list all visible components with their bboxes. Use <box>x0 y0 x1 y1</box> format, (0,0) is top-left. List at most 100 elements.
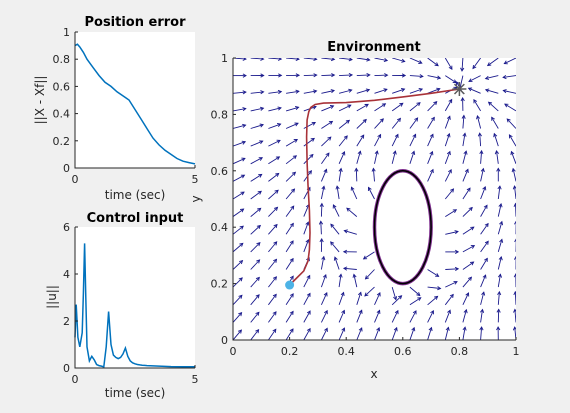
vector-arrow <box>268 294 277 306</box>
vector-arrow <box>444 116 451 129</box>
vector-arrow <box>286 90 299 94</box>
vector-arrow <box>321 74 335 77</box>
vector-arrow-head <box>358 327 363 332</box>
vector-arrow <box>320 310 328 323</box>
vector-arrow-head <box>496 326 501 331</box>
vector-arrow-head <box>477 132 482 137</box>
vector-arrow <box>514 186 516 200</box>
vector-arrow <box>409 327 415 340</box>
trajectory-line <box>289 88 460 286</box>
vector-arrow <box>303 154 314 165</box>
vector-arrow <box>514 309 516 323</box>
vector-arrow <box>250 225 261 235</box>
vector-arrow-head <box>360 134 365 139</box>
vector-arrow <box>409 102 421 112</box>
vector-arrow-head <box>364 103 369 108</box>
vector-arrow <box>338 104 351 112</box>
vector-arrow <box>391 286 397 300</box>
vector-arrow <box>336 186 340 200</box>
vector-arrow-head <box>238 277 243 282</box>
vector-arrow-head <box>354 167 359 172</box>
vector-arrow-head <box>276 139 281 144</box>
vector-arrow-head <box>239 242 244 247</box>
vector-arrow <box>445 231 459 235</box>
control-input-ytick-label: 6 <box>63 221 70 234</box>
vector-arrow <box>444 169 452 182</box>
vector-arrow <box>462 133 466 147</box>
vector-arrow-head <box>502 89 507 94</box>
vector-arrow-head <box>487 101 493 106</box>
vector-arrow-head <box>272 293 277 298</box>
vector-arrow <box>250 294 260 306</box>
vector-arrow <box>250 207 261 217</box>
vector-arrow-head <box>318 220 324 225</box>
vector-arrow <box>374 292 381 305</box>
vector-arrow-head <box>448 65 453 71</box>
vector-arrow-head <box>464 168 469 173</box>
vector-arrow-head <box>508 134 513 139</box>
position-error-ytick-label: 0.8 <box>53 53 71 66</box>
environment-axes: 0 0.2 0.4 0.6 0.8 1 0 0.2 0.4 0.6 0.8 1 Environment… <box>189 40 520 381</box>
start-point-marker <box>285 280 295 290</box>
environment-ylabel: y <box>189 195 203 202</box>
vector-arrow-head <box>366 58 371 62</box>
vector-arrow-head <box>436 87 441 92</box>
vector-arrow-head <box>289 257 294 263</box>
vector-arrow <box>445 75 457 84</box>
vector-arrow-head <box>342 266 348 271</box>
vector-arrow <box>356 134 365 147</box>
vector-arrow-head <box>480 308 485 313</box>
vector-arrow <box>444 99 453 112</box>
environment-xtick-label: 0.8 <box>451 345 469 358</box>
vector-arrow-head <box>258 173 263 178</box>
vector-arrow <box>444 294 454 306</box>
vector-arrow-head <box>291 188 296 193</box>
vector-arrow-head <box>257 207 262 212</box>
vector-arrow-head <box>242 107 247 112</box>
vector-arrow-head <box>357 291 362 296</box>
vector-arrow <box>462 226 475 235</box>
vector-arrow-head <box>273 223 278 229</box>
vector-arrow <box>285 188 295 200</box>
vector-arrow <box>233 243 244 253</box>
vector-arrow-head <box>401 88 406 93</box>
vector-arrow-head <box>397 117 401 122</box>
vector-arrow-head <box>398 295 403 300</box>
vector-arrow <box>351 187 358 200</box>
vector-arrow-head <box>468 78 473 83</box>
environment-xtick-label: 1 <box>513 345 520 358</box>
vector-arrow <box>497 186 501 200</box>
vector-arrow-head <box>290 205 295 210</box>
vector-arrow <box>497 274 501 288</box>
vector-arrow <box>365 269 375 280</box>
vector-arrow <box>514 291 516 305</box>
vector-arrow-head <box>383 88 388 93</box>
environment-ytick-label: 0.2 <box>211 278 229 291</box>
vector-arrow-head <box>476 114 481 120</box>
vector-arrow-head <box>323 168 328 173</box>
vector-arrow <box>321 58 335 60</box>
vector-arrow <box>339 58 353 61</box>
environment-ytick-label: 0.6 <box>211 165 229 178</box>
vector-arrow <box>462 261 474 270</box>
vector-arrow-head <box>306 327 311 333</box>
vector-arrow-head <box>446 132 451 138</box>
vector-arrow <box>320 256 325 270</box>
vector-arrow <box>285 106 299 112</box>
vector-arrow-head <box>449 293 454 298</box>
position-error-ytick-label: 0 <box>63 162 70 175</box>
vector-arrow <box>268 139 281 147</box>
vector-arrow <box>320 221 322 235</box>
vector-arrow-head <box>484 75 490 80</box>
vector-arrow-head <box>463 150 468 155</box>
vector-arrow-head <box>454 230 459 235</box>
vector-arrow <box>233 191 245 200</box>
vector-arrow <box>356 327 363 340</box>
vector-arrow-head <box>324 309 328 315</box>
vector-arrow-head <box>366 72 371 78</box>
control-input-plot-area <box>75 227 195 368</box>
vector-arrow-head <box>323 292 328 297</box>
vector-arrow-head <box>338 167 343 172</box>
vector-arrow-head <box>260 90 265 95</box>
control-input-ytick-label: 0 <box>63 362 70 375</box>
